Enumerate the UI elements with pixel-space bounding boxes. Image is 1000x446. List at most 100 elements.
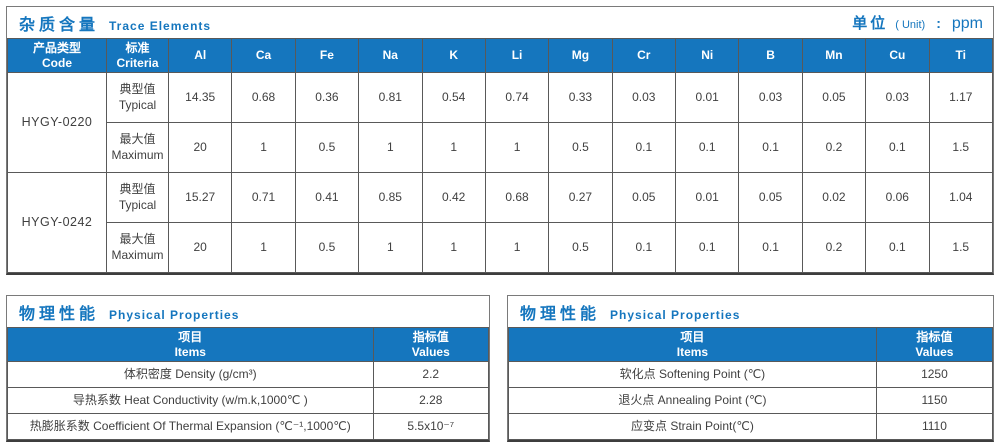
unit-separator: : <box>936 15 941 31</box>
physical-table-head: 项目 Items 指标值 Values <box>7 327 490 362</box>
column-header-criteria-en: Criteria <box>116 55 159 70</box>
value-cell: 0.27 <box>548 172 613 223</box>
value-cell: 0.68 <box>484 172 550 223</box>
criteria-cell: 典型值 Typical <box>106 72 169 123</box>
value-cell: 0.06 <box>865 172 930 223</box>
column-header-element-ni: Ni <box>674 38 740 73</box>
table-row: 退火点 Annealing Point (℃) 1150 <box>508 387 994 414</box>
trace-table-head: 产品类型 Code 标准 Criteria Al Ca Fe Na K Li Mg Cr Ni B Mn Cu… <box>7 38 993 73</box>
trace-elements-section: 杂质含量 Trace Elements 单位 ( Unit) : ppm 产品类… <box>6 6 994 275</box>
physical-table-head: 项目 Items 指标值 Values <box>508 327 994 362</box>
value-cell: 0.42 <box>421 172 486 223</box>
criteria-label-en: Typical <box>118 97 157 112</box>
value-cell: 0.05 <box>738 172 803 223</box>
value-cell: 1 <box>231 122 296 173</box>
value-cell: 20 <box>167 222 233 273</box>
physical-table-body: 软化点 Softening Point (℃) 1250 退火点 Annealing… <box>508 361 994 440</box>
value-cell: 0.5 <box>548 122 613 173</box>
trace-title-cn: 杂质含量 <box>19 16 100 34</box>
physical-properties-section-right: 物理性能 Physical Properties 项目 Items 指标值 Value… <box>507 295 994 442</box>
table-row: 导热系数 Heat Conductivity (w/m.k,1000℃ ) 2.2… <box>7 387 490 414</box>
value-cell: 0.1 <box>865 222 930 273</box>
value-cell: 0.2 <box>801 222 867 273</box>
column-header-items-en: Items <box>174 344 206 359</box>
value-cell: 0.41 <box>294 172 360 223</box>
value-cell: 0.33 <box>548 72 613 123</box>
column-header-code-cn: 产品类型 <box>32 40 81 55</box>
value-cell: 1.17 <box>928 72 993 123</box>
value-cell: 1 <box>358 122 423 173</box>
value-cell: 0.74 <box>484 72 550 123</box>
column-header-criteria-cn: 标准 <box>125 40 150 55</box>
column-header-element-al: Al <box>167 38 233 73</box>
criteria-label-cn: 最大值 <box>119 231 156 246</box>
trace-header-row: 产品类型 Code 标准 Criteria Al Ca Fe Na K Li Mg Cr Ni B Mn Cu… <box>7 38 993 73</box>
column-header-values-en: Values <box>915 344 954 359</box>
property-item-cell: 体积密度 Density (g/cm³) <box>7 361 374 388</box>
column-header-criteria: 标准 Criteria <box>106 38 169 73</box>
value-cell: 1.04 <box>928 172 993 223</box>
property-value-cell: 2.2 <box>372 361 490 388</box>
column-header-values-cn: 指标值 <box>412 329 449 344</box>
column-header-items: 项目 Items <box>508 327 877 362</box>
value-cell: 0.1 <box>865 122 930 173</box>
physical-table: 项目 Items 指标值 Values 软化点 Softening Point (℃) 1… <box>508 327 994 440</box>
column-header-element-na: Na <box>358 38 423 73</box>
value-cell: 1 <box>421 222 486 273</box>
table-row: 最大值 Maximum 20 1 0.5 1 1 1 0.5 0.1 0.1 0.1 0.2 0.1 1.5 <box>8 222 993 273</box>
trace-title-band: 杂质含量 Trace Elements 单位 ( Unit) : ppm <box>7 7 993 38</box>
column-header-element-mg: Mg <box>548 38 613 73</box>
physical-table: 项目 Items 指标值 Values 体积密度 Density (g/cm³) 2.2 导… <box>7 327 490 440</box>
column-header-values: 指标值 Values <box>875 327 994 362</box>
property-value-cell: 1150 <box>875 387 994 414</box>
unit-label-cn: 单位 <box>852 15 889 32</box>
property-item-cell: 热膨胀系数 Coefficient Of Thermal Expansion (… <box>7 413 374 440</box>
value-cell: 0.05 <box>611 172 677 223</box>
product-code-cell: HYGY-0242 <box>7 172 107 273</box>
column-header-element-li: Li <box>484 38 550 73</box>
column-header-element-ti: Ti <box>928 38 993 73</box>
physical-header-row: 项目 Items 指标值 Values <box>508 327 994 362</box>
value-cell: 0.1 <box>738 122 803 173</box>
phys-right-title-cn: 物理性能 <box>520 305 601 323</box>
unit-indicator: 单位 ( Unit) : ppm <box>852 12 983 33</box>
trace-title-en: Trace Elements <box>109 18 212 33</box>
value-cell: 0.03 <box>738 72 803 123</box>
criteria-label-en: Typical <box>118 197 157 212</box>
value-cell: 0.1 <box>611 122 677 173</box>
physical-header-row: 项目 Items 指标值 Values <box>7 327 490 362</box>
value-cell: 0.2 <box>801 122 867 173</box>
value-cell: 0.5 <box>294 222 360 273</box>
table-row: 热膨胀系数 Coefficient Of Thermal Expansion (… <box>7 413 490 440</box>
value-cell: 0.85 <box>358 172 423 223</box>
unit-label-en: ( Unit) <box>895 19 926 31</box>
value-cell: 14.35 <box>167 72 233 123</box>
trace-table: 产品类型 Code 标准 Criteria Al Ca Fe Na K Li Mg Cr Ni B Mn Cu… <box>7 38 993 273</box>
value-cell: 0.02 <box>801 172 867 223</box>
table-row: 体积密度 Density (g/cm³) 2.2 <box>7 361 490 388</box>
value-cell: 0.05 <box>801 72 867 123</box>
trace-table-body: HYGY-0220 典型值 Typical 14.35 0.68 0.36 0.81 0.54… <box>7 72 993 273</box>
criteria-label-en: Maximum <box>111 147 164 162</box>
value-cell: 1 <box>484 122 550 173</box>
phys-right-title-band: 物理性能 Physical Properties <box>508 296 993 327</box>
phys-left-title-en: Physical Properties <box>109 307 240 322</box>
property-item-cell: 导热系数 Heat Conductivity (w/m.k,1000℃ ) <box>7 387 374 414</box>
column-header-items-en: Items <box>676 344 709 359</box>
table-row: HYGY-0220 典型值 Typical 14.35 0.68 0.36 0.81 0.54… <box>7 72 993 173</box>
property-item-cell: 软化点 Softening Point (℃) <box>508 361 877 388</box>
unit-value: ppm <box>951 15 983 32</box>
column-header-code-en: Code <box>42 55 72 70</box>
phys-left-title-cn: 物理性能 <box>19 305 100 323</box>
column-header-element-b: B <box>738 38 803 73</box>
column-header-code: 产品类型 Code <box>7 38 107 73</box>
phys-right-section-title: 物理性能 Physical Properties <box>520 300 740 324</box>
value-cell: 20 <box>167 122 233 173</box>
column-header-items-cn: 项目 <box>680 329 705 344</box>
trace-section-title: 杂质含量 Trace Elements <box>19 11 211 35</box>
value-cell: 1 <box>231 222 296 273</box>
value-cell: 1 <box>484 222 550 273</box>
column-header-element-k: K <box>421 38 486 73</box>
criteria-cell: 典型值 Typical <box>106 172 169 223</box>
